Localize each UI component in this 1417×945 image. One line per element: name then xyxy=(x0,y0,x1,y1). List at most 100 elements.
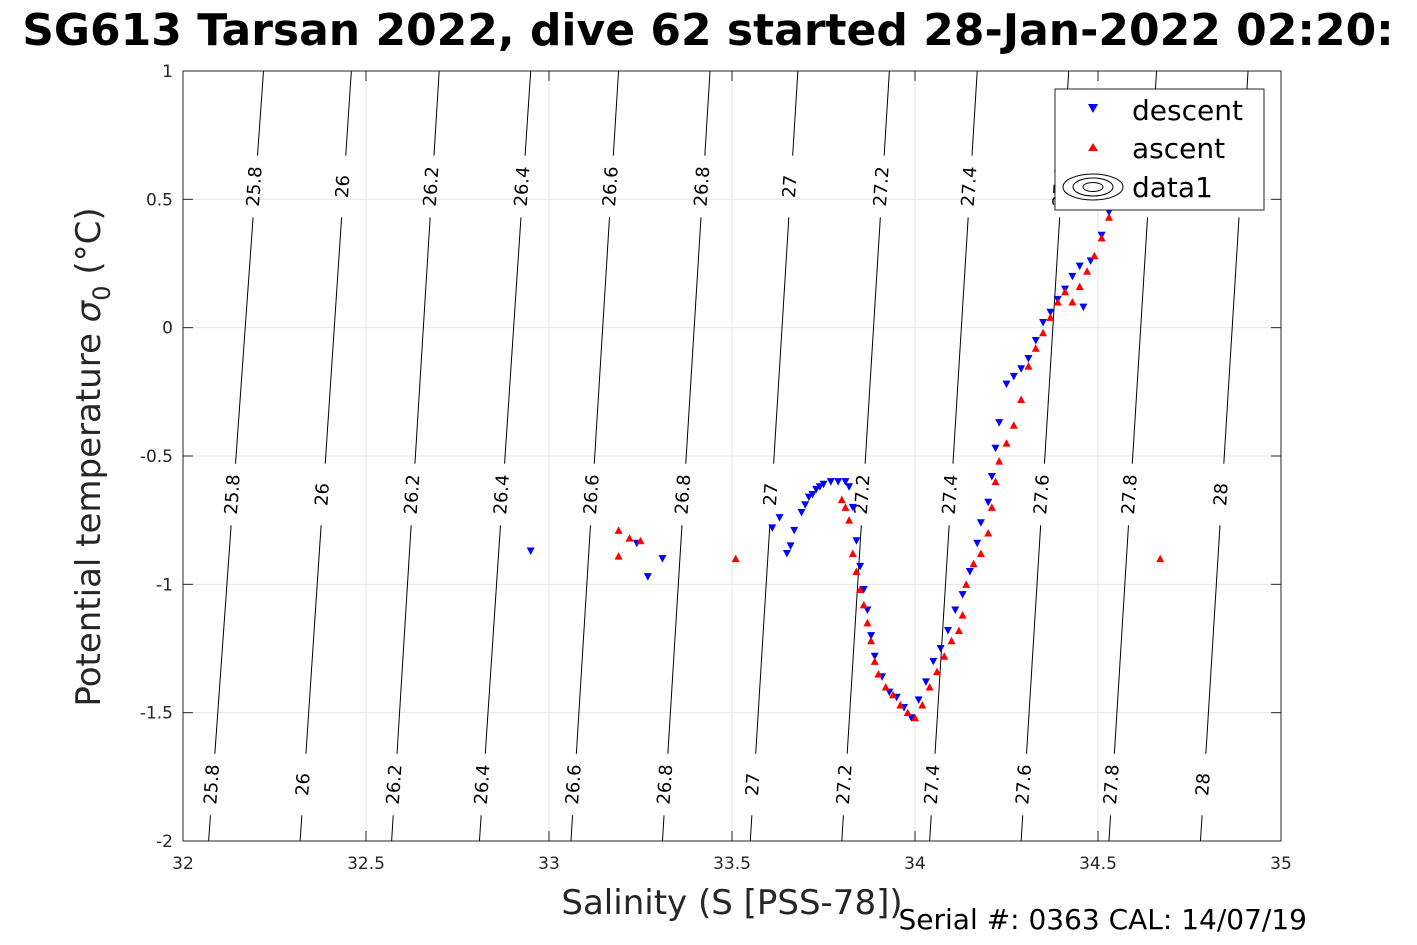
descent-point xyxy=(951,606,960,614)
ascent-point xyxy=(984,529,993,537)
descent-point xyxy=(973,539,982,548)
ascent-point xyxy=(870,657,879,665)
contour-line xyxy=(971,71,978,156)
contour-label: 26.2 xyxy=(401,474,425,515)
ascent-point xyxy=(969,559,978,568)
contour-line xyxy=(883,71,890,156)
legend-descent-label: descent xyxy=(1132,94,1243,127)
descent-point xyxy=(965,568,974,576)
ascent-point xyxy=(614,552,623,560)
descent-point xyxy=(914,696,923,704)
ascent-point xyxy=(856,585,865,593)
contour-line xyxy=(414,217,431,464)
ascent-point xyxy=(896,700,905,709)
ascent-point xyxy=(1024,362,1033,370)
ascent-point xyxy=(911,713,919,722)
descent-point xyxy=(976,519,985,527)
x-tick-label: 33 xyxy=(538,854,560,874)
descent-point xyxy=(921,678,930,686)
contour-label: 27.2 xyxy=(870,166,894,207)
contour-label: 26.4 xyxy=(471,764,495,805)
descent-point xyxy=(958,591,967,599)
ascent-point xyxy=(859,600,868,609)
contour-label: 26.4 xyxy=(490,474,514,515)
y-tick-label: -2 xyxy=(156,832,173,852)
contour-label: 26.6 xyxy=(562,764,586,805)
contour-label: 27 xyxy=(760,482,783,506)
y-axis-label: Potential temperature σ0 (°C) xyxy=(69,207,116,706)
ascent-point xyxy=(841,503,850,511)
contour-line xyxy=(235,217,254,464)
descent-point xyxy=(658,555,667,563)
contour-line xyxy=(478,815,482,841)
contour-label: 27.6 xyxy=(1012,764,1036,805)
contour-line xyxy=(1108,815,1112,841)
contour-label: 27.8 xyxy=(1118,474,1142,515)
contour-line xyxy=(934,525,950,754)
contour-line xyxy=(575,525,591,754)
ascent-point xyxy=(1039,328,1048,337)
contour-line xyxy=(1113,525,1129,754)
descent-point xyxy=(804,493,813,502)
ascent-point xyxy=(1031,344,1040,352)
legend-ascent-label: ascent xyxy=(1132,132,1225,165)
contour-line xyxy=(391,815,394,841)
contour-line xyxy=(1026,525,1042,754)
descent-point xyxy=(1031,337,1040,345)
descent-point xyxy=(907,714,916,722)
y-tick-label: -0.5 xyxy=(140,447,173,467)
contour-line xyxy=(305,525,322,754)
descent-point xyxy=(768,524,777,532)
ascent-point xyxy=(1002,439,1011,447)
contour-label: 27.8 xyxy=(1100,764,1124,805)
descent-point xyxy=(797,508,806,517)
y-tick-label: 0.5 xyxy=(146,190,173,210)
ascent-point xyxy=(845,516,854,524)
ascent-point xyxy=(625,534,634,542)
contour-label: 27.6 xyxy=(1030,474,1054,515)
contour-line xyxy=(433,71,440,156)
contour-label: 25.8 xyxy=(221,474,245,515)
ascent-point xyxy=(918,700,927,709)
ascent-point xyxy=(903,708,912,717)
contour-line xyxy=(504,217,522,464)
y-tick-label: -1.5 xyxy=(140,704,173,724)
ascent-point xyxy=(1097,233,1106,242)
ascent-point xyxy=(1061,287,1070,296)
x-tick-label: 35 xyxy=(1270,854,1292,874)
contour-line xyxy=(1199,815,1203,841)
contour-label: 26.8 xyxy=(671,474,695,515)
contour-line xyxy=(929,815,932,841)
contour-line xyxy=(256,71,265,156)
descent-point xyxy=(1046,308,1055,317)
descent-point xyxy=(991,444,1000,453)
descent-point xyxy=(775,514,784,522)
contour-label: 27.2 xyxy=(851,474,875,515)
ascent-point xyxy=(995,457,1004,465)
x-tick-label: 33.5 xyxy=(713,854,751,874)
contour-line xyxy=(1205,525,1221,754)
contour-line xyxy=(593,217,610,464)
ascent-point xyxy=(636,536,645,545)
descent-point xyxy=(819,480,828,489)
descent-point xyxy=(856,562,865,571)
descent-point xyxy=(1024,354,1033,363)
contour-line xyxy=(1131,217,1149,464)
data-markers xyxy=(526,195,1165,722)
contour-label: 26.8 xyxy=(654,764,678,805)
contour-line xyxy=(749,815,753,841)
contour-label: 26 xyxy=(332,174,355,198)
contour-line xyxy=(841,815,844,841)
contour-line xyxy=(324,217,343,464)
x-tick-label: 32.5 xyxy=(347,854,385,874)
y-tick-label: 1 xyxy=(162,62,173,82)
descent-point xyxy=(863,606,872,614)
contour-label: 26.8 xyxy=(691,166,715,207)
descent-point xyxy=(1104,208,1113,217)
ascent-point xyxy=(837,495,846,504)
legend-contour-icon xyxy=(1062,173,1124,201)
descent-point xyxy=(1079,303,1088,312)
axis-ticks: 32 32.5 33 33.5 34 34.5 35 1 0.5 0 -0.5 -1 -1.5 -2 xyxy=(140,62,1292,874)
descent-point xyxy=(936,645,945,653)
y-tick-label: -1 xyxy=(156,575,173,595)
